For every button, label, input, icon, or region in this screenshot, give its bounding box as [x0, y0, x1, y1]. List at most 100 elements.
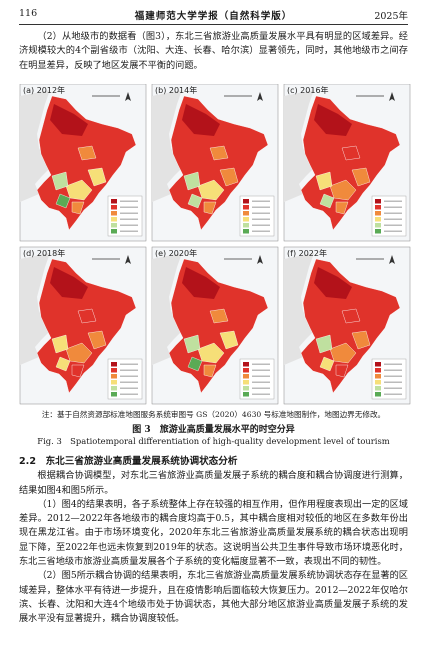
- neighbor-region: [20, 253, 50, 365]
- panel-label: (a) 2012年: [23, 85, 65, 95]
- legend-swatch: [375, 368, 381, 373]
- legend-swatch: [375, 217, 381, 222]
- city-region: [209, 145, 229, 161]
- legend-swatch: [243, 217, 249, 222]
- map-panel: (b) 2014年: [151, 84, 279, 242]
- city-region: [351, 167, 371, 187]
- city-region: [315, 334, 333, 354]
- legend-swatch: [111, 362, 117, 367]
- city-region: [65, 342, 93, 364]
- legend-swatch: [375, 229, 381, 234]
- legend-swatch: [243, 386, 249, 391]
- legend-swatch: [111, 386, 117, 391]
- legend-swatch: [243, 205, 249, 210]
- north-arrow: [257, 92, 263, 101]
- legend-swatch: [111, 199, 117, 204]
- map-panel: (f) 2022年: [283, 246, 411, 405]
- legend-swatch: [375, 211, 381, 216]
- city-region: [319, 193, 335, 209]
- legend-swatch: [243, 392, 249, 397]
- city-region: [203, 201, 217, 215]
- header-rule: [19, 24, 408, 25]
- north-arrow: [257, 255, 263, 264]
- legend-swatch: [375, 223, 381, 228]
- paragraph: （2）图5所示耦合协调的结果表明，东北三省旅游业高质量发展系统协调状态存在显著的…: [19, 570, 408, 625]
- city-region: [319, 356, 335, 372]
- city-region: [351, 330, 371, 350]
- heilongjiang-core: [314, 104, 352, 136]
- map-panel: (c) 2016年: [283, 84, 411, 242]
- legend: [239, 195, 275, 237]
- city-region: [329, 179, 357, 201]
- city-region: [341, 308, 361, 324]
- legend-swatch: [243, 211, 249, 216]
- legend-swatch: [111, 223, 117, 228]
- paragraph: 根据耦合协调模型，对东北三省旅游业高质量发展子系统的耦合度和耦合协调度进行测算，…: [19, 470, 408, 496]
- heilongjiang-core: [182, 267, 220, 299]
- city-region: [55, 193, 71, 209]
- north-arrow: [389, 92, 395, 101]
- city-region: [77, 308, 97, 324]
- legend-swatch: [243, 229, 249, 234]
- city-region: [329, 342, 357, 364]
- year: 2025年: [374, 11, 408, 22]
- city-region: [341, 145, 361, 161]
- north-arrow: [125, 255, 131, 264]
- legend-swatch: [375, 380, 381, 385]
- city-region: [315, 171, 333, 191]
- section-block: 2.2 东北三省旅游业高质量发展系统协调状态分析 根据耦合协调模型，对东北三省旅…: [19, 455, 408, 627]
- heilongjiang-core: [182, 104, 220, 136]
- legend-swatch: [111, 374, 117, 379]
- city-region: [203, 364, 217, 378]
- city-region: [71, 364, 85, 378]
- legend-swatch: [375, 392, 381, 397]
- heilongjiang-core: [50, 267, 88, 299]
- legend-swatch: [243, 380, 249, 385]
- neighbor-region: [284, 90, 314, 202]
- city-region: [71, 201, 85, 215]
- heilongjiang-core: [314, 267, 352, 299]
- map-panel: (d) 2018年: [19, 246, 147, 405]
- panel-label: (f) 2022年: [287, 248, 327, 258]
- legend-swatch: [243, 368, 249, 373]
- city-region: [55, 356, 71, 372]
- legend-swatch: [111, 217, 117, 222]
- city-region: [197, 342, 225, 364]
- city-region: [335, 364, 349, 378]
- legend-swatch: [375, 374, 381, 379]
- heilongjiang-core: [50, 104, 88, 136]
- legend-swatch: [375, 199, 381, 204]
- figure-maps: (a) 2012年 (b) 2014年 (c) 2016年 (d) 2018年 (e) …: [19, 84, 411, 405]
- legend-swatch: [111, 205, 117, 210]
- legend: [107, 358, 143, 400]
- city-region: [187, 356, 203, 372]
- legend-swatch: [375, 362, 381, 367]
- city-region: [209, 308, 229, 324]
- legend-swatch: [111, 380, 117, 385]
- legend-swatch: [111, 211, 117, 216]
- city-region: [65, 179, 93, 201]
- legend-swatch: [243, 362, 249, 367]
- city-region: [51, 334, 69, 354]
- legend-swatch: [243, 223, 249, 228]
- section-heading: 2.2 东北三省旅游业高质量发展系统协调状态分析: [19, 456, 238, 467]
- city-region: [219, 167, 239, 187]
- paragraph: （1）图4的结果表明，各子系统整体上存在较强的相互作用，但作用程度表现出一定的区…: [19, 498, 408, 568]
- map-panel: (a) 2012年: [19, 84, 147, 242]
- city-region: [183, 171, 201, 191]
- city-region: [87, 167, 107, 187]
- legend-swatch: [111, 392, 117, 397]
- map-panel: (e) 2020年: [151, 246, 279, 405]
- city-region: [197, 179, 225, 201]
- paragraph: （2）从地级市的数据看（图3），东北三省旅游业高质量发展水平具有明显的区域差异。…: [19, 31, 408, 71]
- legend-swatch: [375, 386, 381, 391]
- legend: [107, 195, 143, 237]
- legend: [371, 195, 407, 237]
- legend: [371, 358, 407, 400]
- city-region: [51, 171, 69, 191]
- north-arrow: [389, 255, 395, 264]
- city-region: [87, 330, 107, 350]
- panel-label: (c) 2016年: [287, 85, 329, 95]
- figure-note: 注：基于自然资源部标准地图服务系统审图号 GS（2020）4630 号标准地图制…: [41, 410, 386, 419]
